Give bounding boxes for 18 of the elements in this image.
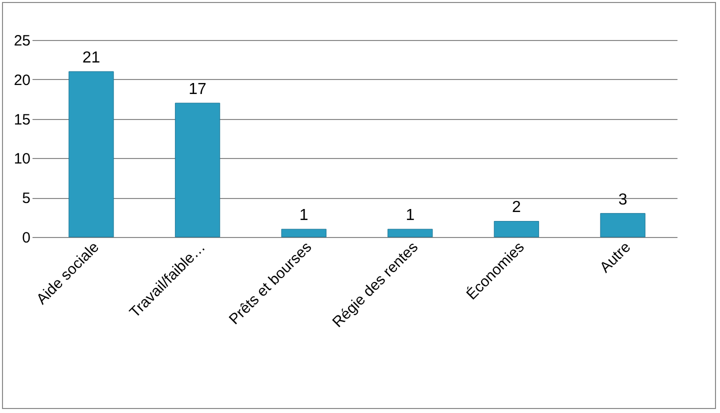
bar <box>281 228 326 238</box>
data-label: 2 <box>512 199 522 216</box>
y-tick-label: 10 <box>14 150 30 168</box>
bar <box>68 71 114 238</box>
y-tick-label: 25 <box>14 32 30 50</box>
y-tick-label: 15 <box>14 111 30 128</box>
bar <box>388 228 433 238</box>
data-label: 3 <box>618 191 628 208</box>
y-tick-label: 5 <box>22 190 30 208</box>
bar <box>174 102 220 238</box>
data-label: 1 <box>299 207 308 224</box>
y-tick-label: 0 <box>22 230 30 246</box>
data-label: 17 <box>188 81 207 98</box>
data-label: 1 <box>406 207 415 224</box>
y-tick-label: 20 <box>14 72 30 89</box>
bar <box>600 213 646 238</box>
bar <box>494 220 540 238</box>
data-label: 21 <box>82 50 100 67</box>
